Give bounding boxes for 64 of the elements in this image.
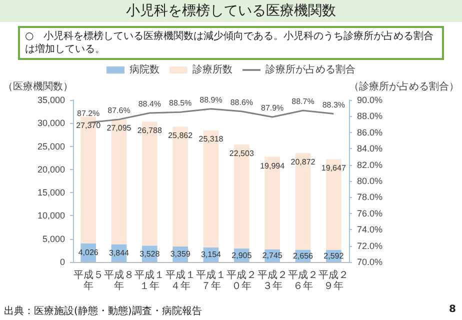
x-tick-label: 平成１４年 bbox=[165, 269, 196, 292]
data-label: 88.3% bbox=[322, 100, 346, 110]
y2-tick-label: 70.0% bbox=[357, 257, 383, 267]
y2-tick-label: 88.0% bbox=[357, 111, 383, 122]
y-tick-label: 10,000 bbox=[37, 210, 65, 221]
data-label: 22,503 bbox=[229, 148, 254, 158]
legend-label: 病院数 bbox=[130, 64, 160, 76]
y2-tick-label: 72.0% bbox=[357, 240, 383, 251]
data-label: 88.7% bbox=[292, 97, 314, 106]
y-axis-title: （医療機関数） bbox=[3, 80, 73, 92]
data-label: 2,905 bbox=[232, 250, 252, 260]
data-label: 88.4% bbox=[138, 99, 162, 108]
data-label: 2,592 bbox=[324, 252, 344, 260]
y2-tick-label: 80.0% bbox=[357, 176, 383, 186]
data-label: 2,745 bbox=[262, 251, 283, 260]
source-note: 出典：医療施設(静態・動態)調査・病院報告 bbox=[4, 304, 202, 318]
x-tick-label: 平成２９年 bbox=[318, 269, 349, 292]
legend-label: 診療所数 bbox=[192, 64, 232, 76]
y-tick-label: 35,000 bbox=[37, 95, 65, 105]
y2-tick-label: 74.0% bbox=[357, 224, 383, 235]
x-tick-label: 平成８年 bbox=[104, 269, 134, 292]
x-tick-label: 平成５年 bbox=[73, 269, 104, 292]
data-label: 88.6% bbox=[230, 98, 254, 107]
data-label: 3,359 bbox=[170, 250, 191, 259]
y2-tick-label: 76.0% bbox=[357, 208, 383, 218]
y-tick-label: 30,000 bbox=[37, 118, 65, 128]
x-tick-label: 平成２０年 bbox=[226, 269, 257, 292]
y-tick-label: 20,000 bbox=[37, 164, 65, 174]
y-tick-label: 15,000 bbox=[37, 188, 65, 198]
data-label: 19,647 bbox=[321, 164, 346, 173]
data-label: 87.9% bbox=[260, 104, 284, 113]
x-tick-label: 平成１１年 bbox=[134, 269, 165, 292]
data-label: 88.9% bbox=[200, 95, 222, 104]
data-label: 88.5% bbox=[168, 98, 192, 108]
y2-tick-label: 90.0% bbox=[357, 95, 383, 105]
data-label: 25,318 bbox=[198, 134, 224, 144]
data-label: 3,528 bbox=[140, 249, 160, 258]
x-tick-label: 平成２６年 bbox=[288, 269, 318, 292]
x-tick-label: 平成２３年 bbox=[257, 269, 288, 292]
data-label: 2,656 bbox=[292, 251, 314, 260]
data-label: 3,844 bbox=[108, 248, 130, 258]
data-label: 25,862 bbox=[168, 131, 194, 140]
y2-tick-label: 86.0% bbox=[357, 127, 383, 138]
y-tick-label: 0 bbox=[60, 257, 65, 267]
data-label: 87.6% bbox=[108, 106, 130, 115]
y2-tick-label: 82.0% bbox=[357, 160, 383, 170]
data-label: 87.2% bbox=[76, 109, 100, 118]
y2-tick-label: 84.0% bbox=[357, 144, 383, 154]
data-label: 20,872 bbox=[290, 158, 316, 167]
y2-tick-label: 78.0% bbox=[357, 192, 383, 202]
y2-axis-title: （診療所が占める割合） bbox=[349, 80, 459, 92]
legend-label: 診療所が占める割合 bbox=[266, 64, 356, 76]
data-label: 19,994 bbox=[260, 161, 286, 170]
chart-subtitle: ○ 小児科を標榜している医療機関数は減少傾向である。小児科のうち診療所が占める割合は増加している。 bbox=[18, 26, 444, 60]
chart-title: 小児科を標榜している医療機関数 bbox=[0, 0, 462, 22]
data-label: 27,370 bbox=[76, 121, 102, 130]
data-label: 26,788 bbox=[137, 126, 162, 136]
x-tick-label: 平成１７年 bbox=[196, 269, 226, 292]
text: 8 bbox=[449, 304, 456, 317]
data-label: 3,154 bbox=[200, 250, 222, 260]
y-tick-label: 5,000 bbox=[42, 234, 65, 244]
y-tick-label: 25,000 bbox=[37, 141, 65, 152]
data-label: 27,095 bbox=[106, 123, 132, 132]
data-label: 4,026 bbox=[78, 248, 99, 258]
